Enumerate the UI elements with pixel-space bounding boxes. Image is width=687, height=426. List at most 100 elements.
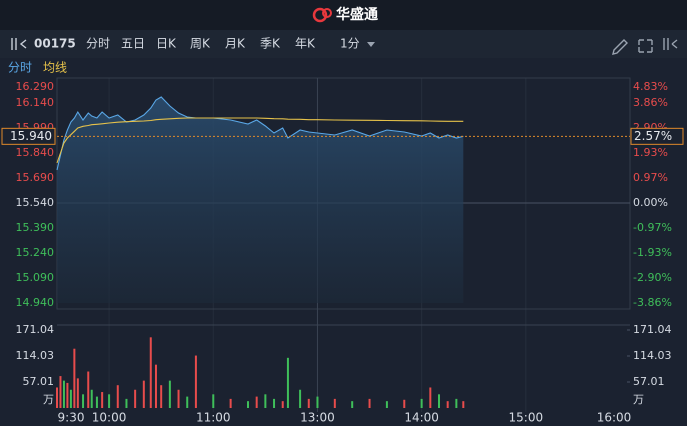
average-line [56,117,464,164]
volume-bar [446,401,449,408]
y-tick-label: 16.290 [16,80,55,93]
volume-unit-right: 万 [633,393,644,406]
volume-bar [351,401,354,408]
y-tick-label: 15.840 [16,146,55,159]
volume-bar [62,380,65,408]
y2-tick-label: 0.00% [633,196,668,209]
logo [312,7,332,23]
volume-bar [316,396,319,408]
x-tick-label: 11:00 [196,411,231,425]
volume-bar [149,337,152,408]
volume-bar [73,348,76,408]
y2-tick-label: -2.90% [633,271,672,284]
period-tab[interactable]: 年K [295,37,316,51]
volume-bar [87,371,90,408]
volume-bar [212,394,215,408]
tool-icons[interactable] [612,38,678,55]
y2-tick-label: 1.93% [633,146,668,159]
volume-bar [229,398,232,408]
period-tab[interactable]: 季K [260,37,281,51]
volume-bar [403,399,406,408]
stock-code: 00175 [34,37,76,51]
volume-tick-label-right: 114.03 [633,349,672,362]
volume-bar [273,398,276,408]
x-tick-label: 14:00 [404,411,439,425]
x-tick-label: 16:00 [597,411,632,425]
last-price-label: 15.940 [10,129,52,143]
y-tick-label: 14.940 [16,296,55,309]
volume-bar [116,385,119,408]
volume-tick-label: 171.04 [16,323,55,336]
volume-bar [429,387,432,408]
volume-tick-label: 114.03 [16,349,55,362]
volume-bar [59,376,62,408]
volume-bar [455,398,458,408]
period-tab[interactable]: 五日 [121,37,145,51]
volume-bar [255,396,258,408]
volume-bar [142,380,145,408]
volume-bar [247,401,249,408]
volume-bar [82,394,85,408]
volume-bar [177,389,180,408]
volume-bar [281,401,284,408]
y-tick-label: 16.140 [16,96,55,109]
x-tick-label: 9:30 [58,411,85,425]
volume-bar [76,378,79,408]
last-price-box [1,127,56,145]
volume-bar [160,385,163,408]
toolbar [0,30,687,58]
volume-bar [420,398,423,408]
volume-bar [101,392,104,408]
y2-tick-label: 4.83% [633,80,668,93]
period-tab[interactable]: 日K [156,37,177,51]
x-tick-label: 15:00 [509,411,544,425]
volume-bar [95,396,98,408]
y-tick-label: 15.690 [16,171,55,184]
period-tab[interactable]: 周K [190,37,211,51]
volume-bar [264,394,267,408]
volume-bar [462,401,465,408]
volume-bar [186,396,189,408]
header-bar [0,0,687,30]
volume-bar [368,398,371,408]
period-tab[interactable]: 月K [225,37,246,51]
volume-bar [385,401,388,408]
y2-tick-label: -3.86% [633,296,672,309]
collapse-icon[interactable] [11,38,27,50]
period-tab[interactable]: 分时 [86,37,110,51]
volume-bar [108,394,111,408]
last-change-box [630,127,684,145]
volume-bar [125,398,128,408]
volume-bar [194,355,197,408]
volume-bar [56,387,58,408]
y-tick-label: 15.240 [16,246,55,259]
volume-bar [90,389,93,408]
volume-tick-label-right: 57.01 [633,375,665,388]
volume-unit: 万 [43,393,54,406]
x-tick-label: 13:00 [300,411,335,425]
volume-bar [438,394,440,408]
y2-tick-label: 0.97% [633,171,668,184]
volume-bar [299,389,302,408]
legend-bar [0,58,687,78]
y2-tick-label: -0.97% [633,221,672,234]
last-change-label: 2.57% [634,129,672,143]
y2-tick-label: 3.86% [633,96,668,109]
y-tick-label: 15.390 [16,221,55,234]
y-tick-label: 15.090 [16,271,55,284]
interval-select[interactable]: 1分 [340,37,360,51]
y2-tick-label: -1.93% [633,246,672,259]
volume-bar [333,398,336,408]
volume-bar [307,398,310,408]
volume-bar [69,389,72,408]
dropdown-arrow[interactable] [367,42,375,47]
volume-bar [134,389,137,408]
volume-bar [286,357,289,408]
y-tick-label: 15.540 [16,196,55,209]
volume-bar [168,380,171,408]
legend-entry: 均线 [43,61,67,75]
legend-entry: 分时 [8,61,32,75]
volume-bar [66,382,69,408]
volume-bar [154,364,157,408]
